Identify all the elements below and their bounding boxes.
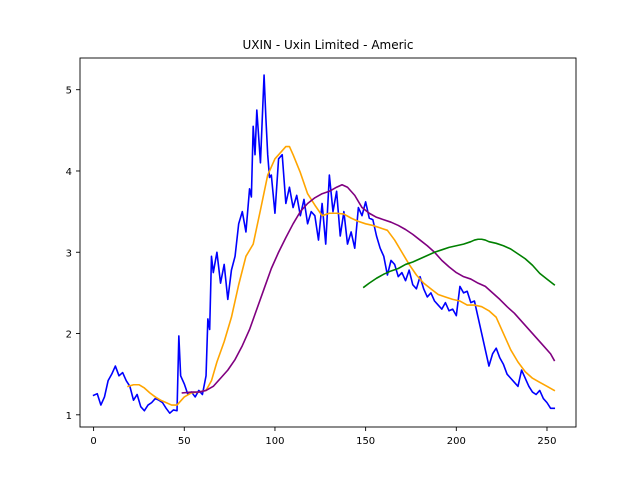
x-tick-label: 50 [178,436,191,447]
series-line-4 [362,238,556,289]
x-tick-label: 200 [447,436,466,447]
series-line-2 [127,145,556,406]
y-tick-label: 3 [66,248,72,259]
series-line-3 [181,183,556,394]
chart-title: UXIN - Uxin Limited - Americ [243,38,414,52]
plot-area: 0 50 100 150 200 250 1 2 3 4 5 [66,57,577,447]
x-tick-label: 250 [537,436,556,447]
y-tick-label: 5 [66,86,72,97]
y-tick-label: 1 [66,411,72,422]
y-tick-label: 2 [66,330,72,341]
y-tick-label: 4 [66,167,72,178]
series-line-1 [92,74,556,414]
x-tick-label: 100 [265,436,284,447]
x-tick-label: 150 [356,436,375,447]
x-tick-label: 0 [90,436,96,447]
axes-frame [79,57,577,428]
